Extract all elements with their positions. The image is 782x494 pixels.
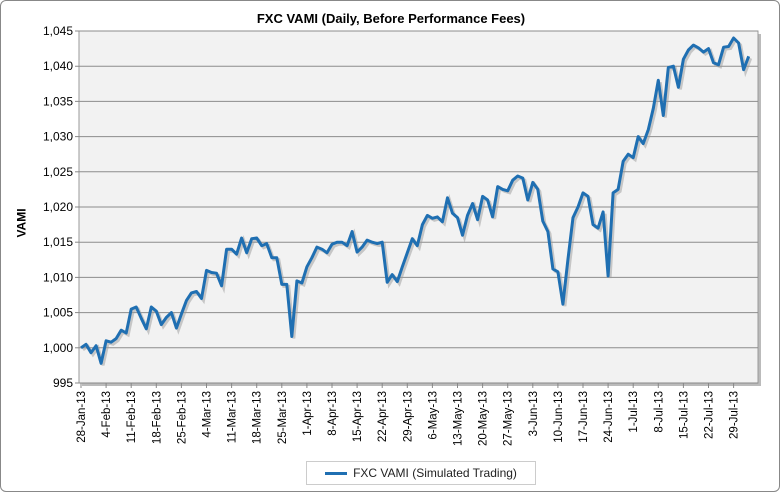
series-line-0: [80, 36, 751, 365]
x-tick-label: 1-Apr-13: [302, 391, 314, 436]
x-tick-label: 15-Apr-13: [352, 391, 364, 442]
y-tick-label: 1,015: [43, 235, 73, 249]
y-tick-label: 1,025: [43, 165, 73, 179]
x-tick-label: 4-Mar-13: [202, 391, 214, 438]
x-tick-label: 22-Apr-13: [377, 391, 389, 442]
y-tick-label: 1,040: [43, 59, 73, 73]
x-tick-label: 11-Feb-13: [126, 391, 138, 443]
chart-title: FXC VAMI (Daily, Before Performance Fees…: [256, 11, 526, 26]
x-tick-label: 10-Jun-13: [553, 391, 565, 443]
y-tick-label: 995: [53, 376, 73, 390]
x-tick-label: 22-Jul-13: [704, 391, 716, 439]
x-tick-label: 24-Jun-13: [603, 391, 615, 443]
y-tick-label: 1,030: [43, 130, 73, 144]
x-tick-label: 1-Jul-13: [628, 391, 640, 433]
y-tick-label: 1,035: [43, 94, 73, 108]
x-tick-label: 17-Jun-13: [578, 391, 590, 443]
x-tick-label: 8-Jul-13: [653, 391, 665, 433]
x-tick-label: 29-Jul-13: [729, 391, 741, 439]
legend: FXC VAMI (Simulated Trading): [306, 461, 536, 485]
y-tick-label: 1,045: [43, 24, 73, 38]
x-tick-label: 29-Apr-13: [402, 391, 414, 442]
x-tick-label: 11-Mar-13: [227, 391, 239, 443]
x-tick-label: 25-Feb-13: [176, 391, 188, 444]
legend-label: FXC VAMI (Simulated Trading): [353, 466, 517, 480]
y-tick-label: 1,020: [43, 200, 73, 214]
x-tick-label: 6-May-13: [427, 391, 439, 440]
x-tick-label: 3-Jun-13: [528, 391, 540, 436]
x-tick-label: 18-Mar-13: [252, 391, 264, 444]
x-tick-label: 27-May-13: [503, 391, 515, 446]
x-tick-label: 25-Mar-13: [277, 391, 289, 444]
y-tick-label: 1,010: [43, 270, 73, 284]
x-tick-label: 20-May-13: [478, 391, 490, 446]
legend-swatch: [325, 471, 348, 475]
x-tick-label: 8-Apr-13: [327, 391, 339, 436]
y-tick-label: 1,000: [43, 341, 73, 355]
x-tick-label: 18-Feb-13: [151, 391, 163, 444]
x-tick-label: 13-May-13: [453, 391, 465, 446]
x-tick-label: 15-Jul-13: [678, 391, 690, 439]
y-tick-label: 1,005: [43, 306, 73, 320]
x-tick-label: 4-Feb-13: [101, 391, 113, 438]
x-tick-label: 28-Jan-13: [76, 391, 88, 443]
